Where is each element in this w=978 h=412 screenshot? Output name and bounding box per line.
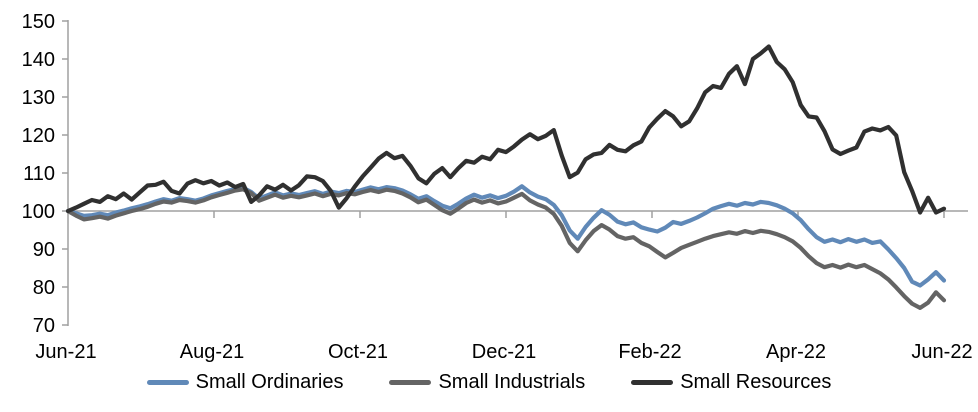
x-axis-label: Jun-21 (35, 341, 96, 363)
y-axis-label: 70 (33, 315, 55, 337)
chart-legend: Small Ordinaries Small Industrials Small R… (0, 372, 978, 392)
legend-line-swatch-small-industrials (389, 379, 432, 385)
legend-line-swatch-small-resources (631, 379, 674, 385)
x-axis-label: Dec-21 (472, 341, 536, 363)
legend-item-small-ordinaries: Small Ordinaries (146, 371, 344, 393)
y-axis-label: 80 (33, 277, 55, 299)
legend-line-swatch-small-ordinaries (146, 379, 189, 385)
x-axis-label: Apr-22 (766, 341, 826, 363)
series-line-small-resources (65, 44, 947, 215)
x-axis-label: Feb-22 (618, 341, 681, 363)
y-axis-label: 110 (23, 163, 55, 185)
y-axis-label: 100 (22, 201, 55, 223)
series-line-small-industrials (65, 187, 947, 310)
legend-label-small-industrials: Small Industrials (438, 371, 586, 393)
y-axis-label: 130 (22, 87, 55, 109)
x-axis-label: Jun-22 (911, 341, 972, 363)
legend-label-small-ordinaries: Small Ordinaries (195, 371, 344, 393)
legend-item-small-industrials: Small Industrials (389, 372, 585, 392)
x-axis-label: Oct-21 (328, 341, 388, 363)
y-axis-label: 140 (22, 49, 55, 71)
legend-label-small-resources: Small Resources (680, 371, 832, 393)
y-axis-label: 90 (33, 239, 55, 261)
y-axis-label: 150 (22, 11, 55, 33)
y-axis-label: 120 (22, 125, 55, 147)
x-axis-label: Aug-21 (180, 341, 245, 363)
legend-item-small-resources: Small Resources (631, 372, 831, 392)
